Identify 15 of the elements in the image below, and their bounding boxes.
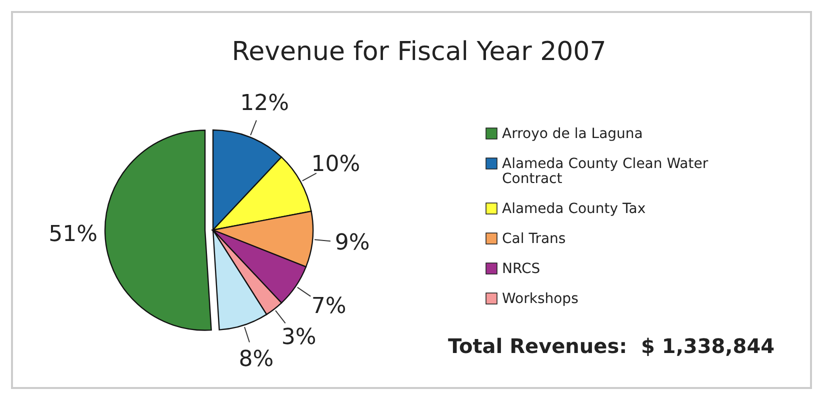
legend-label: Alameda County Clean Water Contract (502, 156, 708, 187)
data-label: 51% (48, 222, 98, 247)
legend-label: Workshops (502, 291, 578, 307)
chart-title: Revenue for Fiscal Year 2007 (232, 37, 606, 67)
data-label: 7% (311, 294, 346, 319)
legend-label: Arroyo de la Laguna (502, 126, 643, 142)
legend-label: Alameda County Tax (502, 201, 646, 217)
legend-label: NRCS (502, 261, 540, 277)
data-label: 3% (281, 324, 316, 350)
data-label: 12% (240, 91, 289, 116)
data-label: 8% (238, 346, 274, 372)
text: Total Revenues: $ 1,338,844 (448, 334, 775, 358)
data-label: 9% (334, 230, 370, 256)
data-label: 10% (311, 152, 360, 177)
legend-label: Cal Trans (502, 231, 566, 247)
